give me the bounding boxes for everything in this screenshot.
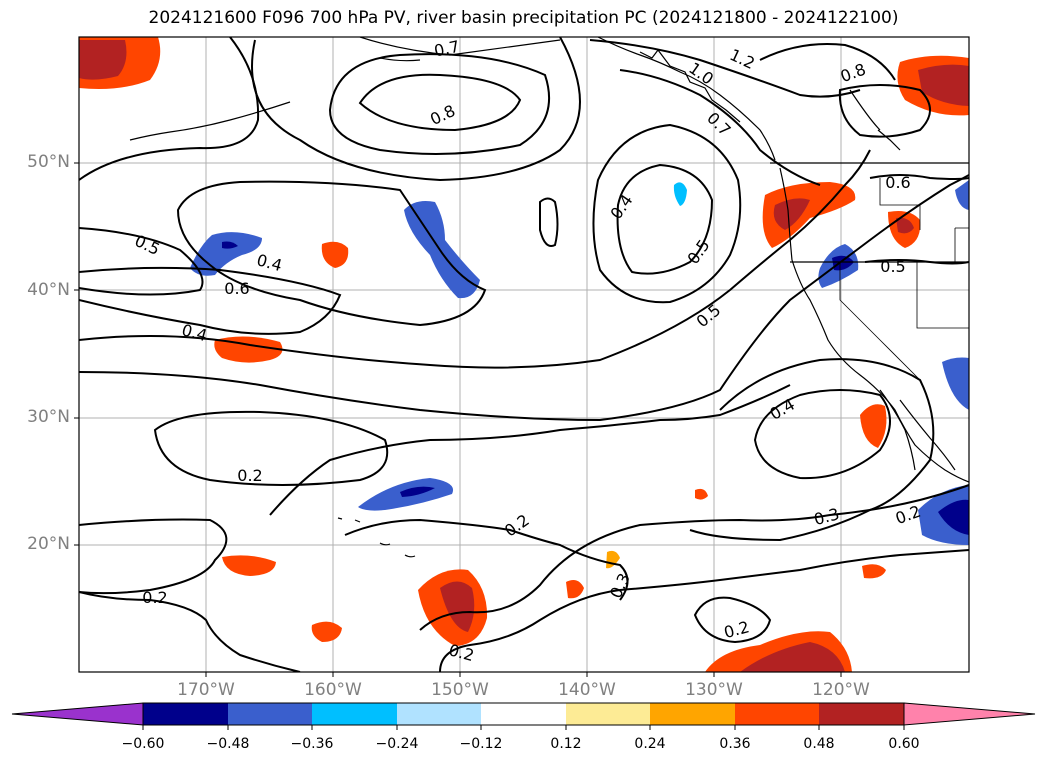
pc-blob-small-c xyxy=(566,580,584,599)
lat-label-50n: 50°N xyxy=(27,152,70,172)
colorbar-tick: −0.24 xyxy=(375,736,419,752)
pc-blob-hawaii-s-core xyxy=(440,581,475,632)
lon-label-140w: 140°W xyxy=(558,680,616,700)
colorbar-tick: 0.12 xyxy=(550,736,582,752)
pc-blob-bottom-core xyxy=(740,642,845,672)
positive-pc-regions xyxy=(79,37,969,672)
lon-label-130w: 130°W xyxy=(685,680,743,700)
colorbar-tick: 0.48 xyxy=(803,736,835,752)
contour-label: 0.6 xyxy=(885,173,910,192)
contour-label: 0.7 xyxy=(432,37,461,61)
lon-label-120w: 120°W xyxy=(812,680,870,700)
pc-blob-small-e xyxy=(862,564,886,579)
pc-blob-sw xyxy=(311,621,342,642)
pc-blob-ne-corner-core xyxy=(918,64,969,106)
contour-label: 0.2 xyxy=(237,466,262,485)
pc-blob-neg-42n xyxy=(190,232,262,276)
colorbar-tick: −0.12 xyxy=(459,736,503,752)
colorbar-segment xyxy=(397,703,481,725)
colorbar-tick: 0.24 xyxy=(634,736,666,752)
lon-label-170w: 170°W xyxy=(177,680,235,700)
pv-contours xyxy=(79,37,969,672)
contour-label: 0.5 xyxy=(880,257,905,276)
lon-label-150w: 150°W xyxy=(431,680,489,700)
pc-blob-20n-left xyxy=(222,555,276,576)
colorbar-extend-high xyxy=(903,702,1036,726)
colorbar-tick: −0.36 xyxy=(290,736,334,752)
colorbar-extend-low xyxy=(11,702,144,726)
map-panel: 0.7 1.2 1.0 0.8 0.8 0.7 0.6 0.5 0.4 0.6 … xyxy=(79,37,969,672)
coastlines xyxy=(129,37,969,558)
colorbar-segment xyxy=(819,703,904,725)
colorbar-tick: −0.60 xyxy=(121,736,165,752)
lat-label-20n: 20°N xyxy=(27,534,70,554)
pc-blob-36n xyxy=(214,336,283,363)
colorbar-segment xyxy=(650,703,735,725)
colorbar-segment xyxy=(143,703,228,725)
lon-label-160w: 160°W xyxy=(304,680,362,700)
borders xyxy=(839,178,969,381)
map-title: 2024121600 F096 700 hPa PV, river basin … xyxy=(148,8,899,28)
colorbar xyxy=(11,702,1036,730)
pc-blob-neg-ne-edge xyxy=(955,180,969,210)
colorbar-segment xyxy=(481,703,566,725)
pc-blob-nw-corner-core xyxy=(79,40,127,80)
contour-label: 0.6 xyxy=(224,279,249,298)
colorbar-tick: −0.48 xyxy=(206,736,250,752)
pc-blob-small-d xyxy=(695,488,708,500)
gridlines xyxy=(79,37,969,672)
pc-blob-neg-small-46n xyxy=(673,182,687,206)
colorbar-segment xyxy=(735,703,819,725)
colorbar-tick: 0.60 xyxy=(888,736,920,752)
axis-ticks xyxy=(74,162,842,677)
colorbar-tick: 0.36 xyxy=(719,736,751,752)
map-frame xyxy=(78,36,970,673)
pc-blob-oregon-core xyxy=(773,198,810,230)
colorbar-segment xyxy=(312,703,397,725)
pc-blob-small-n xyxy=(321,241,349,268)
lat-label-30n: 30°N xyxy=(27,407,70,427)
colorbar-segment xyxy=(566,703,650,725)
contour-label: 0.2 xyxy=(142,588,167,607)
lat-label-40n: 40°N xyxy=(27,280,70,300)
colorbar-segment xyxy=(228,703,312,725)
pc-blob-baja xyxy=(860,404,887,448)
pc-blob-neg-e-edge xyxy=(942,357,969,410)
